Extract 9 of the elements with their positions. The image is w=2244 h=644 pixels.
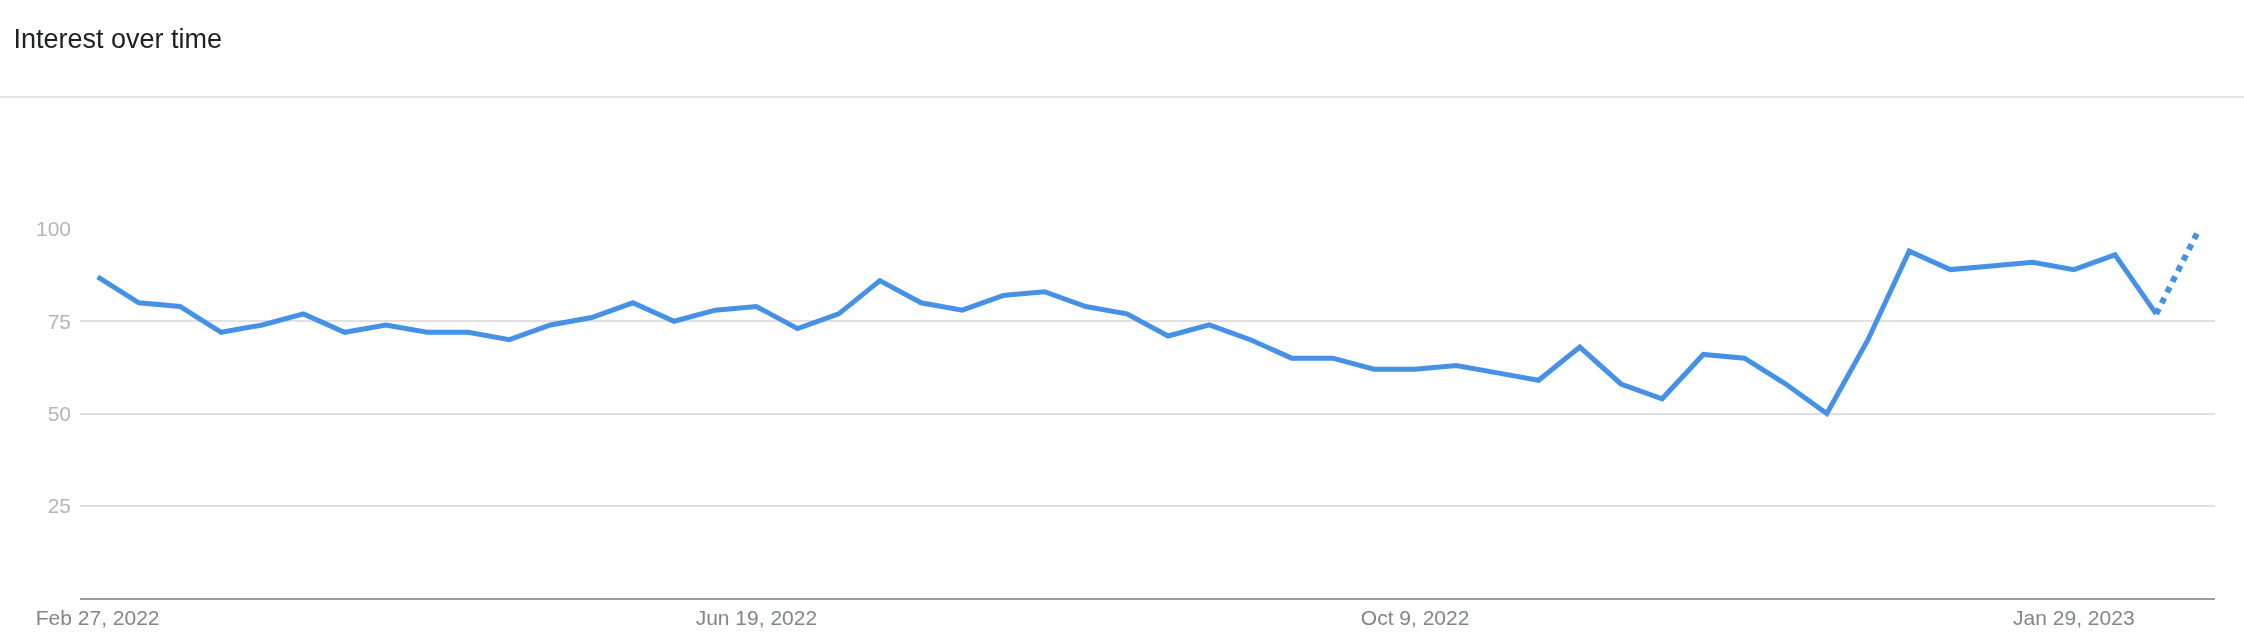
x-tick-label: Feb 27, 2022 <box>35 606 160 630</box>
x-tick-label: Jun 19, 2022 <box>695 606 818 630</box>
y-tick-label: 50 <box>47 401 71 425</box>
y-tick-label: 100 <box>35 217 71 241</box>
y-tick-label: 25 <box>47 494 71 518</box>
chart-title: Interest over time <box>13 23 223 54</box>
x-tick-label: Jan 29, 2023 <box>2013 606 2135 630</box>
y-tick-label: 75 <box>47 309 71 333</box>
x-tick-label: Oct 9, 2022 <box>1360 606 1470 630</box>
